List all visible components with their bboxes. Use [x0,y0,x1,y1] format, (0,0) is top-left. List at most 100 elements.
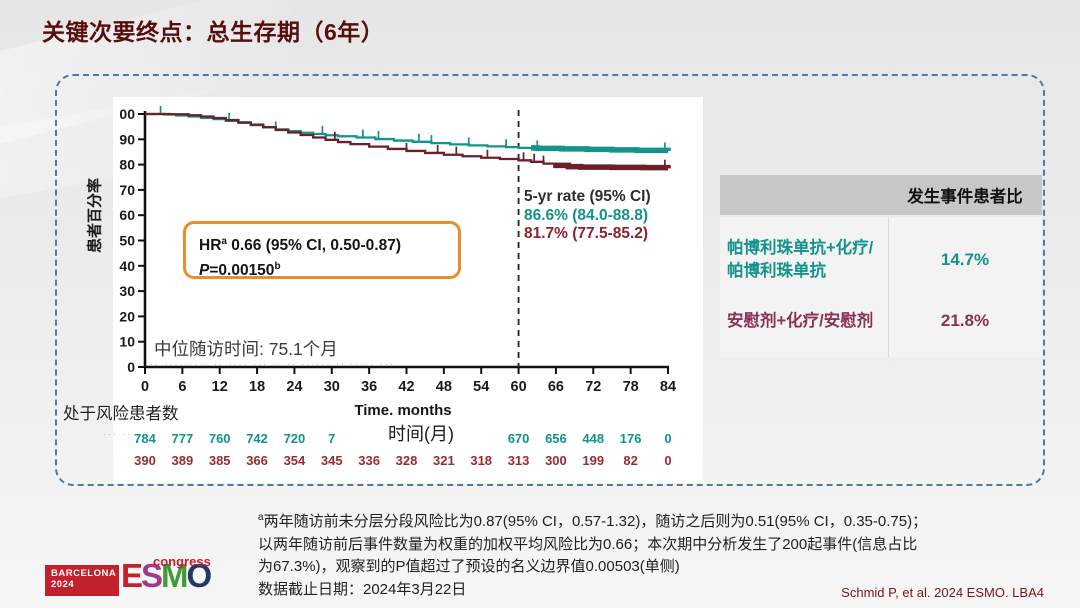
risk-count: 328 [395,453,418,468]
y-tick-label: 10 [119,334,135,350]
arm-label-pembrolizumab: 帕博利珠单抗+化疗/ 帕博利珠单抗 [720,237,888,283]
hr-line: HRa 0.66 (95% CI, 0.50-0.87) [199,236,401,255]
risk-count: 390 [134,453,156,468]
x-axis-title-en: Time. months [354,402,452,419]
y-tick-label: 50 [119,233,135,249]
risk-count: 760 [208,431,231,446]
footnote-line: 以两年随访前后事件数量为权重的加权平均风险比为0.66；本次期中分析发生了200… [258,535,918,553]
footnote-line: a两年随访前未分层分段风险比为0.87(95% CI，0.57-1.32)，随访… [258,512,928,530]
esmo-letter: S [141,557,163,594]
arm-label-line: 帕博利珠单抗+化疗/ [727,239,874,257]
x-tick-label: 60 [511,379,527,395]
esmo-letter: M [161,557,188,594]
five-year-rate-annotation: 5-yr rate (95% CI) 86.6% (84.0-88.8) 81.… [524,188,651,244]
x-tick-label: 36 [361,379,377,395]
x-tick-label: 18 [249,379,265,395]
logo-congress-text: congress [153,554,211,569]
y-tick-label: 80 [119,157,135,173]
x-tick-label: 54 [473,379,489,395]
risk-count: 176 [619,431,642,446]
risk-count: 366 [246,453,268,468]
x-axis-title-overlay: 时间(月) [337,419,505,446]
risk-count: 0 [664,431,672,446]
risk-count: 385 [208,453,231,468]
risk-count: 313 [507,453,530,468]
rate-title: 5-yr rate (95% CI) [524,188,651,205]
y-tick-label: 20 [119,308,135,324]
risk-count: 7 [328,431,336,446]
x-tick-label: 78 [623,379,639,395]
risk-count: 300 [545,453,567,468]
events-table-header: 发生事件患者比 [907,188,1023,206]
events-table-header-row: 发生事件患者比 [720,175,1042,215]
footnote-line: 为67.3%)，观察到的P值超过了预设的名义边界值0.00503(单侧) [258,558,680,575]
risk-count: 345 [320,453,343,468]
risk-count: 318 [470,453,493,468]
x-tick-label: 72 [585,379,601,395]
number-at-risk-label: 处于风险患者数 [63,405,179,423]
survival-curve-pembrolizumab-bold-segment [531,145,671,154]
x-tick-label: 30 [324,379,340,395]
risk-count: 354 [283,453,306,468]
risk-count: 448 [582,431,605,446]
events-table-column-divider [888,217,889,357]
risk-count: 720 [283,431,306,446]
hazard-ratio-annotation: HRa 0.66 (95% CI, 0.50-0.87) P=0.00150b [183,221,461,279]
rate-placebo: 81.7% (77.5-85.2) [524,225,649,242]
km-chart-container: 0 10 20 30 40 50 60 70 80 90 00 0 6 12 18 24 30 36 42 48 54 6… [113,97,703,483]
y-tick-label: 90 [119,131,135,147]
x-tick-label: 24 [286,379,302,395]
y-tick-label: 00 [119,106,135,122]
y-tick-label: 70 [119,182,135,198]
logo-venue-city: BARCELONA [51,568,117,579]
y-axis-title: 患者百分率 [86,178,104,254]
risk-count: 777 [171,431,194,446]
esmo-wordmark: ESMO [121,557,213,595]
logo-venue-year: 2024 [51,579,75,590]
y-tick-label: 60 [119,207,135,223]
x-tick-label: 48 [436,379,452,395]
x-tick-label: 6 [178,379,186,395]
x-tick-label: 66 [548,379,564,395]
y-tick-label: 0 [127,359,135,375]
covered-text-artifact: ··· ·· ···· [103,429,157,439]
esmo-letter: O [186,557,213,594]
risk-count: 670 [507,431,530,446]
risk-count: 0 [664,453,672,468]
arm-label-line: 安慰剂+化疗/安慰剂 [727,311,874,330]
arm-label-placebo: 安慰剂+化疗/安慰剂 [720,310,888,333]
risk-count: 321 [432,453,455,468]
rate-pembrolizumab: 86.6% (84.0-88.8) [524,206,649,224]
x-tick-label: 12 [212,379,228,395]
y-tick-label: 40 [119,258,135,274]
risk-count: 784 [134,431,156,446]
footnotes: a两年随访前未分层分段风险比为0.87(95% CI，0.57-1.32)，随访… [258,507,927,601]
esmo-letter: E [121,557,143,594]
risk-count: 389 [171,453,194,468]
risk-count: 336 [358,453,380,468]
risk-count: 742 [246,431,268,446]
covered-text-artifact: ·· ········· ·· ···· ··· ·· ·· ······ ··… [150,359,395,369]
event-rate-pembrolizumab: 14.7% [940,250,990,269]
x-tick-label: 42 [398,379,414,395]
median-followup-note: 中位随访时间: 75.1个月 [152,336,344,363]
footnote-line: 数据截止日期：2024年3月22日 [258,580,467,598]
risk-count: 199 [582,453,605,468]
slide-title: 关键次要终点：总生存期（6年） [42,19,385,45]
table-row: 帕博利珠单抗+化疗/ 帕博利珠单抗 14.7% [720,229,1042,291]
survival-curve-placebo-bold-segment [553,162,671,171]
risk-count: 82 [623,453,638,468]
p-value-line: P=0.00150b [199,261,281,280]
events-table-body: 帕博利珠单抗+化疗/ 帕博利珠单抗 14.7% 安慰剂+化疗/安慰剂 21.8% [720,217,1042,357]
y-tick-label: 30 [119,283,135,299]
arm-label-line: 帕博利珠单抗 [727,262,826,280]
risk-count: 656 [545,431,567,446]
dashed-content-panel [55,74,1045,486]
table-row: 安慰剂+化疗/安慰剂 21.8% [720,299,1042,343]
event-rate-placebo: 21.8% [940,311,990,330]
citation: Schmid P, et al. 2024 ESMO. LBA4 [841,585,1044,600]
x-tick-label: 84 [660,379,676,395]
events-table: 发生事件患者比 帕博利珠单抗+化疗/ 帕博利珠单抗 14.7% 安慰剂+化疗/安… [720,175,1042,357]
esmo-congress-logo: BARCELONA 2024 ESMO congress [45,554,225,604]
